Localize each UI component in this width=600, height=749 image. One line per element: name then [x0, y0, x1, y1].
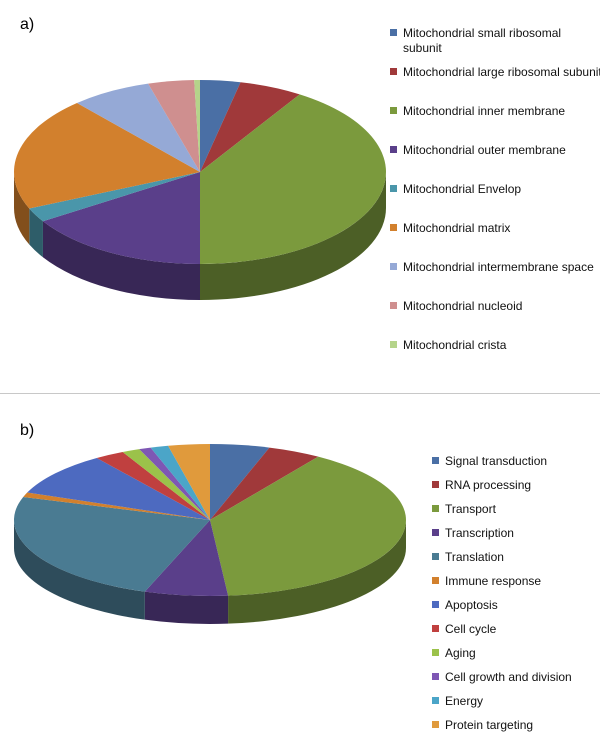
pie-side-transcription — [144, 591, 229, 624]
legend-label: Apoptosis — [445, 598, 498, 612]
legend-label: Signal transduction — [445, 454, 548, 468]
pie-slice-protein-targeting — [168, 444, 210, 520]
legend-label: Mitochondrial nucleoid — [403, 299, 523, 313]
pie-slice-transcription — [144, 520, 229, 596]
panel-label-b: b) — [20, 422, 35, 439]
chart-panel-a: a) Mitochondrial small ribosomal subunit… — [13, 16, 600, 352]
legend-swatch — [432, 625, 439, 632]
legend-swatch — [390, 185, 397, 192]
pie-side-mitochondrial-matrix — [14, 172, 30, 245]
legend-swatch — [432, 505, 439, 512]
legend-swatch — [432, 577, 439, 584]
legend-label: Cell growth and division — [445, 670, 572, 684]
pie-slice-mitochondrial-envelop — [29, 172, 201, 222]
pie-slice-energy — [150, 445, 210, 520]
pie-chart-a — [13, 80, 386, 300]
pie-slice-translation — [13, 496, 210, 592]
pie-slice-apoptosis — [27, 457, 210, 520]
chart-panel-b: b) Signal transduction RNA processing Tran… — [0, 400, 600, 749]
legend-label: Mitochondrial matrix — [403, 221, 511, 235]
pie-slice-mitochondrial-outer-membrane — [42, 172, 201, 265]
divider — [0, 393, 600, 394]
legend-swatch — [432, 673, 439, 680]
legend-label: Transport — [445, 502, 496, 516]
pie-slice-mitochondrial-inner-membrane — [200, 94, 386, 264]
legend-label: Mitochondrial small ribosomal subunit — [403, 26, 562, 55]
legend-swatch — [390, 341, 397, 348]
pie-slice-transport — [210, 456, 406, 596]
legend-swatch — [432, 721, 439, 728]
legend-swatch — [432, 481, 439, 488]
legend-label: Mitochondrial outer membrane — [403, 143, 566, 157]
legend-swatch — [432, 553, 439, 560]
legend-swatch — [390, 224, 397, 231]
pie-side-mitochondrial-outer-membrane — [42, 221, 201, 300]
legend-swatch — [432, 697, 439, 704]
pie-side-transport — [228, 520, 406, 624]
legend-swatch — [390, 146, 397, 153]
legend-swatch — [432, 457, 439, 464]
pie-side-mitochondrial-envelop — [29, 208, 43, 258]
panel-label-a: a) — [20, 16, 35, 33]
legend-swatch — [390, 302, 397, 309]
pie-slice-mitochondrial-crista — [194, 80, 200, 172]
pie-sides — [14, 520, 406, 624]
legend-swatch — [390, 68, 397, 75]
legend-label: Cell cycle — [445, 622, 497, 636]
legend-label: Energy — [445, 694, 484, 708]
legend-swatch — [432, 649, 439, 656]
legend-swatch — [432, 529, 439, 536]
legend-swatch — [432, 601, 439, 608]
legend-label: Mitochondrial intermembrane space — [403, 260, 594, 274]
legend-label: Protein targeting — [445, 718, 534, 732]
pie-slice-signal-transduction — [210, 444, 270, 520]
legend-label: Mitochondrial large ribosomal subunit — [403, 65, 600, 79]
legend-label: Aging — [445, 646, 476, 660]
pie-slice-immune-response — [23, 492, 210, 520]
pie-slice-aging — [122, 449, 210, 520]
pie-slice-mitochondrial-large-ribosomal-subunit — [200, 82, 300, 172]
pie-slice-cell-growth-and-division — [139, 447, 210, 520]
legend-label: Mitochondrial crista — [403, 338, 507, 352]
legend-label: Immune response — [445, 574, 542, 588]
pie-slice-mitochondrial-intermembrane-space — [76, 83, 200, 172]
pie-slice-mitochondrial-small-ribosomal-subunit — [200, 80, 241, 172]
legend-label: Transcription — [445, 526, 514, 540]
legend-label: Translation — [445, 550, 504, 564]
legend-label: RNA processing — [445, 478, 532, 492]
pie-chart-b — [13, 444, 406, 624]
legend-swatch — [390, 263, 397, 270]
pie-side-translation — [14, 520, 145, 620]
pie-slice-cell-cycle — [96, 451, 210, 520]
pie-slice-mitochondrial-matrix — [13, 102, 200, 209]
pie-slice-mitochondrial-nucleoid — [148, 80, 200, 172]
pie-slice-rna-processing — [210, 447, 319, 520]
legend-label: Mitochondrial inner membrane — [403, 104, 566, 118]
pie-sides — [14, 172, 386, 300]
legend-swatch — [390, 107, 397, 114]
legend-label: Mitochondrial Envelop — [403, 182, 522, 196]
legend-swatch — [390, 29, 397, 36]
pie-side-mitochondrial-inner-membrane — [200, 172, 386, 300]
